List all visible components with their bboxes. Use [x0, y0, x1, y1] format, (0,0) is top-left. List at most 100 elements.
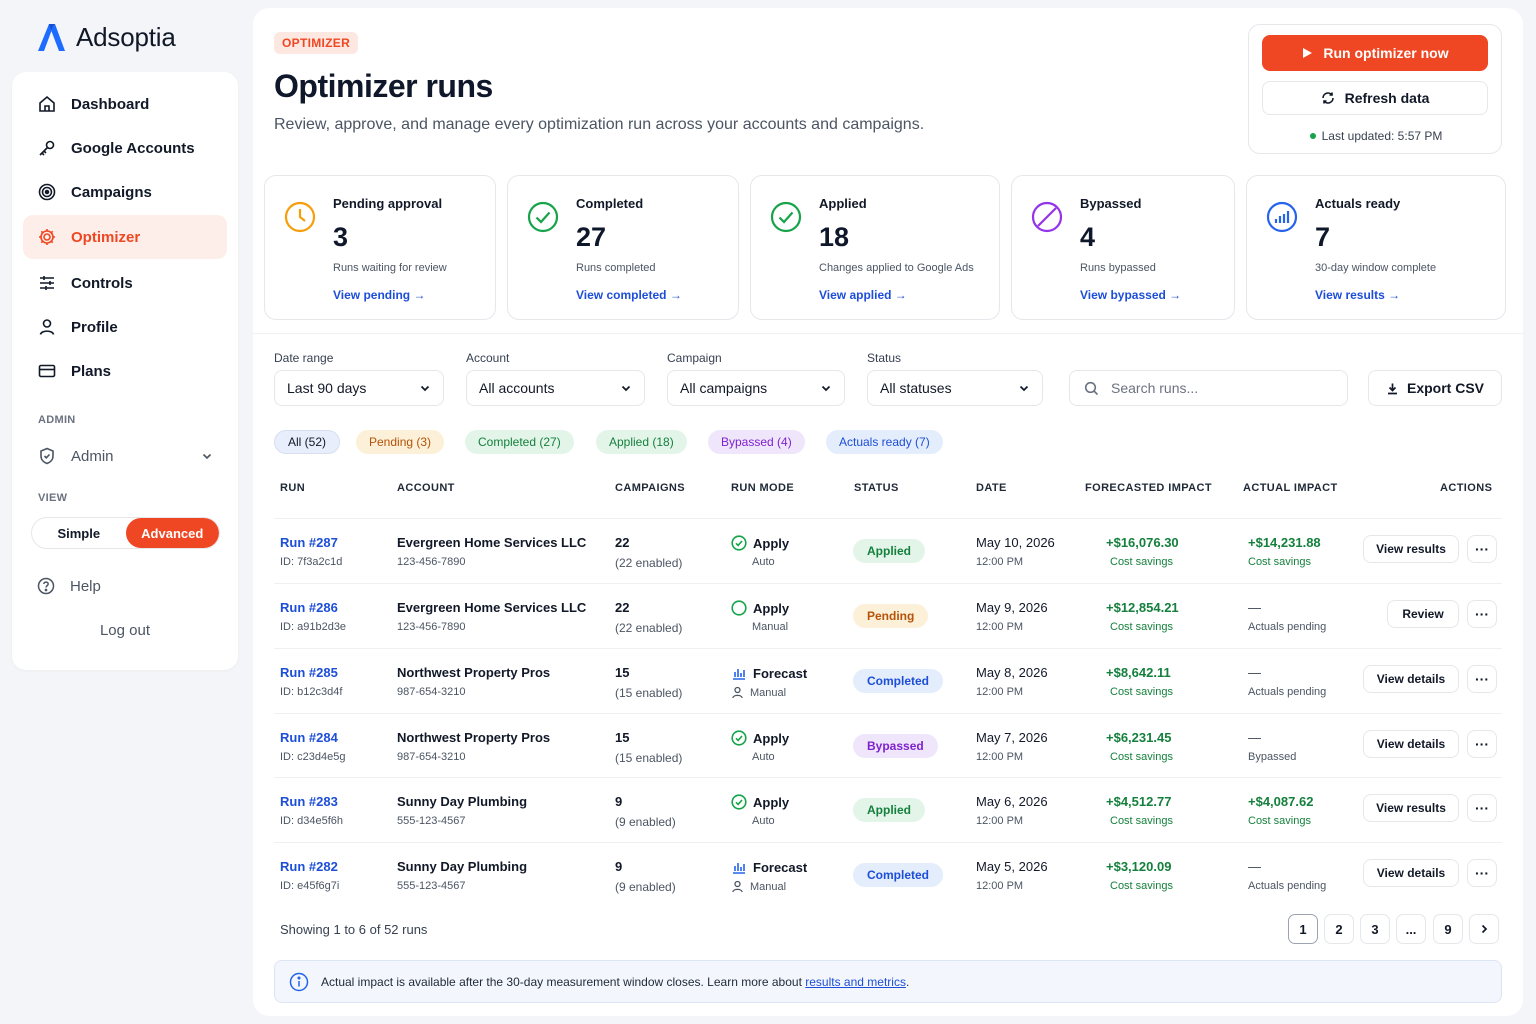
- export-csv-button[interactable]: Export CSV: [1368, 370, 1502, 406]
- row-action-button[interactable]: Review: [1387, 600, 1459, 628]
- view-pending-link[interactable]: View pending →: [333, 288, 426, 302]
- run-time: 12:00 PM: [976, 686, 1024, 698]
- column-header-date[interactable]: DATE: [976, 482, 1007, 494]
- refresh-data-button[interactable]: Refresh data: [1262, 81, 1488, 115]
- campaign-count: 9: [615, 859, 623, 874]
- more-options-button[interactable]: ···: [1467, 794, 1497, 822]
- view-simple-button[interactable]: Simple: [57, 525, 101, 541]
- run-link[interactable]: Run #283: [280, 794, 338, 809]
- column-header-status[interactable]: STATUS: [854, 482, 899, 494]
- stat-description: Changes applied to Google Ads: [819, 262, 974, 274]
- sidebar-item-admin[interactable]: Admin: [23, 438, 227, 474]
- account-phone: 123-456-7890: [397, 556, 466, 568]
- view-applied-link[interactable]: View applied →: [819, 288, 907, 302]
- actual-impact-label: Cost savings: [1248, 815, 1311, 827]
- account-select[interactable]: All accounts: [466, 370, 645, 406]
- row-action-button[interactable]: View details: [1363, 859, 1459, 887]
- sidebar-item-optimizer[interactable]: Optimizer: [23, 215, 227, 259]
- page-2-button[interactable]: 2: [1324, 914, 1354, 944]
- table-row[interactable]: Run #282 ID: e45f6g7i Sunny Day Plumbing…: [274, 842, 1502, 907]
- help-link[interactable]: Help: [36, 576, 101, 596]
- results-metrics-link[interactable]: results and metrics: [805, 974, 906, 989]
- chevron-down-icon: [1019, 385, 1029, 392]
- stat-label: Applied: [819, 196, 867, 211]
- view-advanced-button[interactable]: Advanced: [125, 518, 219, 548]
- run-optimizer-button[interactable]: Run optimizer now: [1262, 35, 1488, 71]
- next-page-button[interactable]: [1469, 914, 1499, 944]
- run-id: ID: e45f6g7i: [280, 880, 340, 892]
- last-updated-text: Last updated: 5:57 PM: [1321, 129, 1443, 143]
- status-select[interactable]: All statuses: [867, 370, 1043, 406]
- more-options-button[interactable]: ···: [1467, 665, 1497, 693]
- date-range-select[interactable]: Last 90 days: [274, 370, 444, 406]
- main-panel: OPTIMIZER Optimizer runs Review, approve…: [253, 8, 1523, 1016]
- sidebar-item-google-accounts[interactable]: Google Accounts: [23, 126, 227, 170]
- column-header-forecasted-impact[interactable]: FORECASTED IMPACT: [1085, 482, 1212, 494]
- sidebar-item-campaigns[interactable]: Campaigns: [23, 170, 227, 214]
- brand-name: Adsoptia: [76, 21, 176, 52]
- column-header-run-mode[interactable]: RUN MODE: [731, 482, 795, 494]
- view-results-link[interactable]: View results →: [1315, 288, 1401, 302]
- column-header-actual-impact[interactable]: ACTUAL IMPACT: [1243, 482, 1338, 494]
- view-bypassed-link[interactable]: View bypassed →: [1080, 288, 1182, 302]
- account-value: All accounts: [479, 380, 555, 396]
- table-row[interactable]: Run #287 ID: 7f3a2c1d Evergreen Home Ser…: [274, 518, 1502, 583]
- filter-chip-bypassed[interactable]: Bypassed (4): [708, 430, 805, 454]
- page-3-button[interactable]: 3: [1360, 914, 1390, 944]
- table-row[interactable]: Run #284 ID: c23d4e5g Northwest Property…: [274, 713, 1502, 778]
- page-1-button[interactable]: 1: [1288, 914, 1318, 944]
- run-link[interactable]: Run #287: [280, 535, 338, 550]
- sidebar-item-controls[interactable]: Controls: [23, 261, 227, 305]
- search-input[interactable]: [1111, 380, 1311, 396]
- status-badge: Completed: [853, 863, 944, 887]
- row-action-button[interactable]: View details: [1363, 665, 1459, 693]
- filter-chip-completed[interactable]: Completed (27): [465, 430, 574, 454]
- campaign-enabled: (15 enabled): [615, 751, 683, 765]
- actual-impact: —: [1248, 665, 1261, 680]
- view-completed-link[interactable]: View completed →: [576, 288, 682, 302]
- column-header-campaigns[interactable]: CAMPAIGNS: [615, 482, 686, 494]
- bar-chart-icon: [733, 863, 745, 874]
- column-header-actions: ACTIONS: [1440, 482, 1493, 494]
- run-link[interactable]: Run #284: [280, 730, 338, 745]
- brand[interactable]: Adsoptia: [34, 20, 176, 54]
- campaign-select[interactable]: All campaigns: [667, 370, 845, 406]
- stat-label: Pending approval: [333, 196, 443, 211]
- sidebar-item-profile[interactable]: Profile: [23, 305, 227, 349]
- run-mode: Apply: [731, 730, 789, 746]
- sidebar-item-plans[interactable]: Plans: [23, 349, 227, 393]
- run-link[interactable]: Run #286: [280, 600, 338, 615]
- filter-chip-all[interactable]: All (52): [274, 430, 341, 454]
- run-link[interactable]: Run #282: [280, 859, 338, 874]
- column-header-run[interactable]: RUN: [280, 482, 306, 494]
- sidebar-item-dashboard[interactable]: Dashboard: [23, 82, 227, 126]
- run-mode: Forecast: [731, 665, 807, 681]
- more-options-button[interactable]: ···: [1467, 600, 1497, 628]
- page-9-button[interactable]: 9: [1433, 914, 1463, 944]
- table-row[interactable]: Run #285 ID: b12c3d4f Northwest Property…: [274, 648, 1502, 713]
- check-circle-icon: [731, 535, 747, 551]
- table-row[interactable]: Run #286 ID: a91b2d3e Evergreen Home Ser…: [274, 583, 1502, 648]
- filter-chip-applied[interactable]: Applied (18): [596, 430, 687, 454]
- campaign-enabled: (9 enabled): [615, 815, 676, 829]
- user-icon: [732, 686, 743, 699]
- campaign-enabled: (9 enabled): [615, 880, 676, 894]
- divider: [253, 333, 1523, 334]
- stat-label: Actuals ready: [1315, 196, 1401, 211]
- filter-chip-pending[interactable]: Pending (3): [356, 430, 445, 454]
- filter-chip-actuals-ready[interactable]: Actuals ready (7): [826, 430, 943, 454]
- table-row[interactable]: Run #283 ID: d34e5f6h Sunny Day Plumbing…: [274, 777, 1502, 842]
- more-options-button[interactable]: ···: [1467, 730, 1497, 758]
- forecasted-impact-label: Cost savings: [1110, 751, 1173, 763]
- user-icon: [732, 880, 743, 893]
- column-header-account[interactable]: ACCOUNT: [397, 482, 455, 494]
- run-optimizer-label: Run optimizer now: [1323, 45, 1449, 61]
- run-link[interactable]: Run #285: [280, 665, 338, 680]
- row-action-button[interactable]: View results: [1363, 535, 1459, 563]
- logout-link[interactable]: Log out: [99, 622, 151, 639]
- more-options-button[interactable]: ···: [1467, 859, 1497, 887]
- more-options-button[interactable]: ···: [1467, 535, 1497, 563]
- row-action-button[interactable]: View results: [1363, 794, 1459, 822]
- export-csv-label: Export CSV: [1406, 380, 1484, 396]
- row-action-button[interactable]: View details: [1363, 730, 1459, 758]
